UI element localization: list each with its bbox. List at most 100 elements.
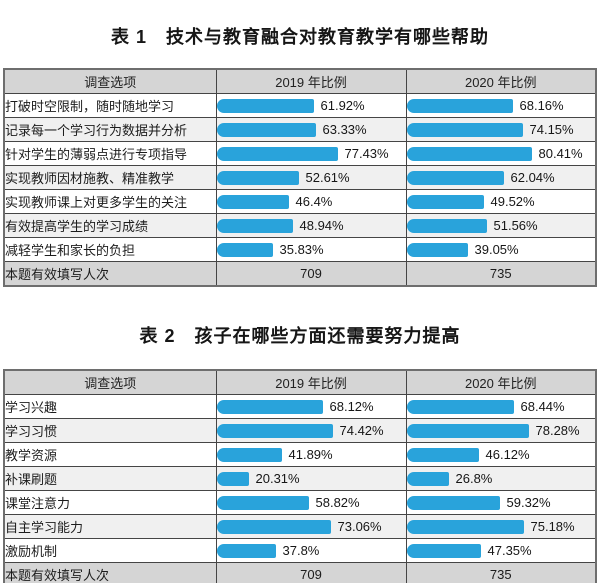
valid-responses-2020: 735	[405, 562, 597, 583]
valid-responses-2019: 709	[215, 261, 407, 287]
option-label: 补课刷题	[3, 466, 217, 491]
percentage-label: 35.83%	[279, 242, 324, 257]
table2-header-2019: 2019 年比例	[215, 369, 407, 395]
percentage-cell: 52.61%	[215, 165, 407, 190]
percentage-bar	[217, 471, 249, 486]
percentage-label: 75.18%	[530, 519, 575, 534]
table1-header-2020: 2020 年比例	[405, 68, 597, 94]
percentage-bar	[217, 218, 293, 233]
table-row: 激励机制 37.8% 47.35%	[3, 538, 597, 563]
bar-with-label: 61.92%	[217, 98, 405, 113]
percentage-bar	[217, 194, 289, 209]
table-row: 自主学习能力 73.06% 75.18%	[3, 514, 597, 539]
percentage-label: 39.05%	[474, 242, 519, 257]
valid-responses-2019: 709	[215, 562, 407, 583]
percentage-cell: 51.56%	[405, 213, 597, 238]
percentage-bar	[407, 194, 484, 209]
table-row: 课堂注意力 58.82% 59.32%	[3, 490, 597, 515]
percentage-cell: 26.8%	[405, 466, 597, 491]
table-row: 实现教师因材施教、精准教学 52.61% 62.04%	[3, 165, 597, 190]
percentage-bar	[217, 519, 331, 534]
percentage-bar	[407, 423, 529, 438]
bar-with-label: 63.33%	[217, 122, 405, 137]
table2-caption: 表 2 孩子在哪些方面还需要努力提高	[139, 326, 461, 346]
table-row: 减轻学生和家长的负担 35.83% 39.05%	[3, 237, 597, 262]
percentage-bar	[217, 543, 276, 558]
percentage-label: 46.12%	[485, 447, 530, 462]
percentage-bar	[217, 447, 282, 462]
percentage-bar	[407, 170, 504, 185]
table-row: 教学资源 41.89% 46.12%	[3, 442, 597, 467]
percentage-cell: 80.41%	[405, 141, 597, 166]
percentage-bar	[407, 471, 449, 486]
percentage-cell: 75.18%	[405, 514, 597, 539]
bar-with-label: 46.12%	[407, 447, 595, 462]
percentage-bar	[217, 146, 338, 161]
valid-responses-label: 本题有效填写人次	[3, 562, 217, 583]
percentage-label: 68.44%	[520, 399, 565, 414]
table1-header-row: 调查选项 2019 年比例 2020 年比例	[3, 68, 597, 94]
table1-caption: 表 1 技术与教育融合对教育教学有哪些帮助	[110, 27, 489, 47]
option-label: 实现教师因材施教、精准教学	[3, 165, 217, 190]
percentage-bar	[407, 98, 513, 113]
percentage-bar	[217, 495, 309, 510]
table-row: 记录每一个学习行为数据并分析 63.33% 74.15%	[3, 117, 597, 142]
option-label: 课堂注意力	[3, 490, 217, 515]
table2-header-2020: 2020 年比例	[405, 369, 597, 395]
table-row: 有效提高学生的学习成绩 48.94% 51.56%	[3, 213, 597, 238]
percentage-label: 78.28%	[535, 423, 580, 438]
percentage-cell: 46.4%	[215, 189, 407, 214]
percentage-cell: 20.31%	[215, 466, 407, 491]
bar-with-label: 77.43%	[217, 146, 405, 161]
bar-with-label: 52.61%	[217, 170, 405, 185]
bar-with-label: 58.82%	[217, 495, 405, 510]
option-label: 教学资源	[3, 442, 217, 467]
percentage-label: 73.06%	[337, 519, 382, 534]
option-label: 自主学习能力	[3, 514, 217, 539]
percentage-bar	[407, 447, 479, 462]
table-row: 补课刷题 20.31% 26.8%	[3, 466, 597, 491]
bar-with-label: 78.28%	[407, 423, 595, 438]
percentage-bar	[407, 495, 500, 510]
percentage-label: 49.52%	[490, 194, 535, 209]
percentage-cell: 73.06%	[215, 514, 407, 539]
table2-header-row: 调查选项 2019 年比例 2020 年比例	[3, 369, 597, 395]
valid-responses-row: 本题有效填写人次 709 735	[3, 562, 597, 583]
table2-header-options: 调查选项	[3, 369, 217, 395]
bar-with-label: 39.05%	[407, 242, 595, 257]
option-label: 激励机制	[3, 538, 217, 563]
percentage-cell: 68.44%	[405, 394, 597, 419]
table-row: 学习兴趣 68.12% 68.44%	[3, 394, 597, 419]
bar-with-label: 26.8%	[407, 471, 595, 486]
percentage-label: 20.31%	[255, 471, 300, 486]
percentage-label: 68.16%	[519, 98, 564, 113]
valid-responses-row: 本题有效填写人次 709 735	[3, 261, 597, 287]
percentage-cell: 78.28%	[405, 418, 597, 443]
table2-survey-results: 调查选项 2019 年比例 2020 年比例 学习兴趣 68.12% 68.44% 学…	[3, 369, 597, 583]
percentage-bar	[217, 170, 299, 185]
percentage-label: 47.35%	[487, 543, 532, 558]
bar-with-label: 68.44%	[407, 399, 595, 414]
percentage-cell: 48.94%	[215, 213, 407, 238]
bar-with-label: 73.06%	[217, 519, 405, 534]
option-label: 学习兴趣	[3, 394, 217, 419]
percentage-cell: 62.04%	[405, 165, 597, 190]
bar-with-label: 48.94%	[217, 218, 405, 233]
percentage-cell: 49.52%	[405, 189, 597, 214]
percentage-label: 41.89%	[288, 447, 333, 462]
bar-with-label: 35.83%	[217, 242, 405, 257]
percentage-cell: 74.42%	[215, 418, 407, 443]
percentage-label: 74.15%	[529, 122, 574, 137]
percentage-label: 59.32%	[506, 495, 551, 510]
bar-with-label: 51.56%	[407, 218, 595, 233]
bar-with-label: 74.42%	[217, 423, 405, 438]
percentage-bar	[217, 423, 333, 438]
option-label: 有效提高学生的学习成绩	[3, 213, 217, 238]
option-label: 打破时空限制，随时随地学习	[3, 93, 217, 118]
bar-with-label: 47.35%	[407, 543, 595, 558]
percentage-cell: 58.82%	[215, 490, 407, 515]
percentage-bar	[407, 122, 523, 137]
table1-header-2019: 2019 年比例	[215, 68, 407, 94]
option-label: 记录每一个学习行为数据并分析	[3, 117, 217, 142]
